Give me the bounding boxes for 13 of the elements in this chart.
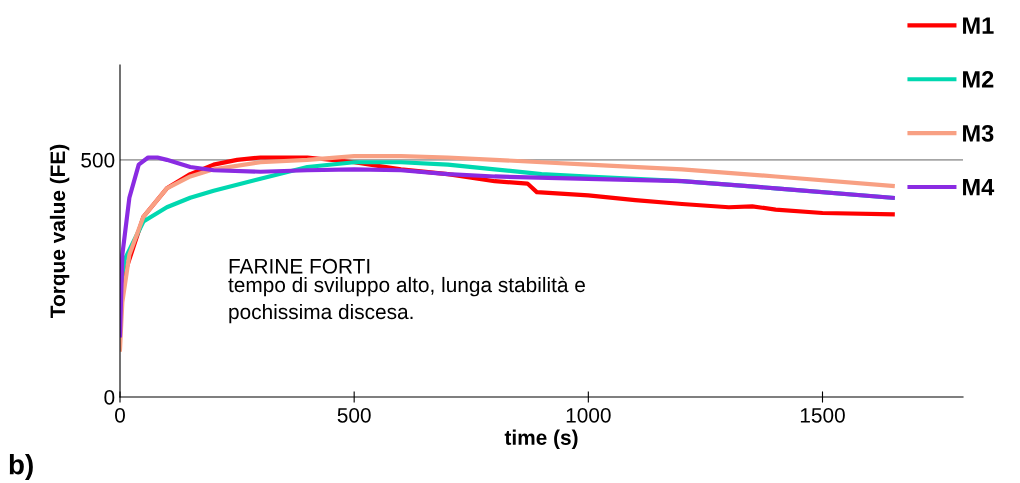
annotation: FARINE FORTI: [229, 258, 370, 274]
x-tick-label: 1000: [566, 407, 611, 423]
x-tick-label: 1500: [800, 407, 845, 423]
text: b): [9, 454, 33, 480]
legend-label: M3: [963, 124, 994, 142]
legend-label: M1: [963, 17, 994, 34]
x-tick-label: 500: [337, 407, 371, 423]
annotation: tempo di sviluppo alto, lunga stabilità e pochissima discesa.: [228, 276, 585, 324]
legend-label: M4: [963, 179, 995, 196]
x-axis-title: time (s): [504, 429, 578, 450]
legend-label: M2: [963, 71, 994, 88]
x-tick-label: 0: [115, 407, 125, 423]
y-axis-title: Torque value (FE): [49, 144, 70, 318]
